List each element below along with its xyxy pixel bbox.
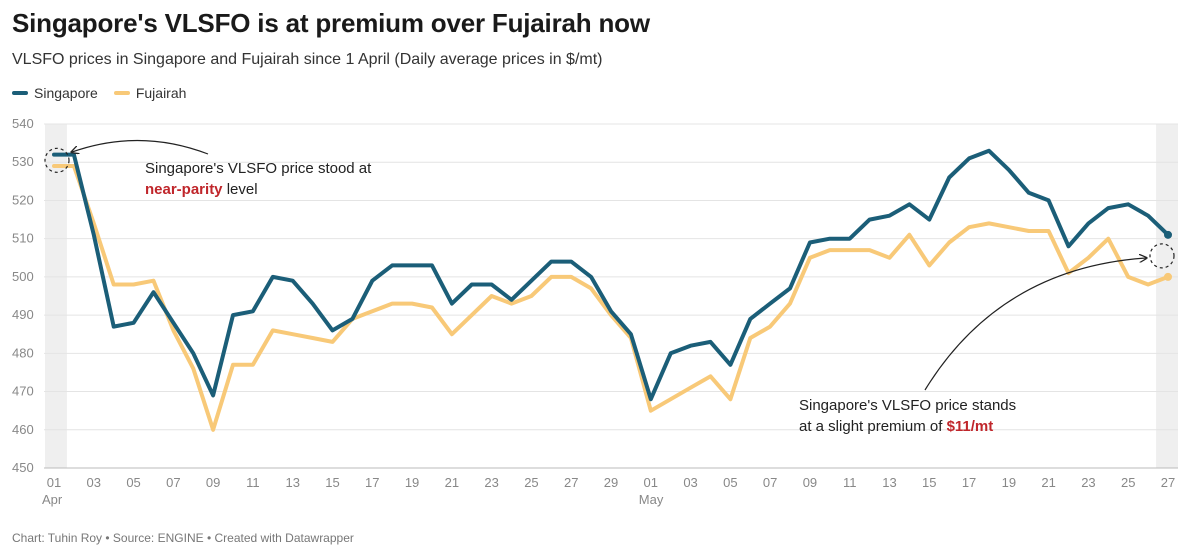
x-tick-label: 13: [882, 475, 896, 490]
x-tick-label: 19: [1002, 475, 1016, 490]
x-tick-label: 05: [723, 475, 737, 490]
x-tick-label: 15: [922, 475, 936, 490]
annotation-circle-start: [44, 147, 70, 173]
annotation-text: at a slight premium of $11/mt: [799, 418, 993, 435]
x-tick-label: 09: [803, 475, 817, 490]
y-tick-label: 490: [12, 307, 34, 322]
y-tick-label: 470: [12, 384, 34, 399]
annotation-circle-end: [1149, 243, 1175, 269]
x-month-label: May: [639, 492, 664, 507]
y-tick-label: 520: [12, 192, 34, 207]
y-tick-label: 540: [12, 116, 34, 131]
highlight-band-start: [45, 124, 67, 468]
y-tick-label: 450: [12, 460, 34, 475]
legend: Singapore Fujairah: [12, 85, 186, 101]
annotation-arrow-start: [72, 139, 209, 155]
x-tick-label: 11: [246, 475, 260, 490]
series-line-fujairah: [52, 164, 1170, 432]
x-tick-label: 27: [1161, 475, 1175, 490]
x-tick-label: 17: [365, 475, 379, 490]
x-tick-label: 29: [604, 475, 618, 490]
x-tick-label: 01: [644, 475, 658, 490]
x-tick-label: 21: [445, 475, 459, 490]
x-tick-label: 23: [1081, 475, 1095, 490]
legend-item-fujairah: Fujairah: [113, 85, 187, 101]
end-marker-fujairah: [1164, 272, 1172, 281]
x-tick-label: 09: [206, 475, 220, 490]
chart-title: Singapore's VLSFO is at premium over Fuj…: [12, 8, 650, 38]
x-tick-label: 25: [1121, 475, 1135, 490]
x-tick-label: 27: [564, 475, 578, 490]
annotation-text: Singapore's VLSFO price stands: [799, 397, 1016, 414]
end-marker-singapore: [1164, 230, 1172, 239]
legend-swatch-fujairah: [113, 91, 130, 95]
x-tick-label: 01: [47, 475, 61, 490]
x-tick-label: 05: [126, 475, 140, 490]
series-line-singapore: [52, 148, 1170, 402]
y-tick-label: 460: [12, 422, 34, 437]
x-tick-label: 03: [683, 475, 697, 490]
y-tick-label: 530: [12, 154, 34, 169]
legend-label-singapore: Singapore: [34, 85, 98, 101]
x-tick-label: 19: [405, 475, 419, 490]
y-tick-label: 500: [12, 269, 34, 284]
x-month-label: Apr: [42, 492, 63, 507]
legend-swatch-singapore: [12, 91, 28, 95]
annotation-text: Singapore's VLSFO price stood at: [145, 160, 372, 177]
x-tick-label: 13: [285, 475, 299, 490]
y-tick-label: 510: [12, 231, 34, 246]
x-tick-label: 07: [763, 475, 777, 490]
x-tick-label: 07: [166, 475, 180, 490]
x-tick-label: 15: [325, 475, 339, 490]
chart-subtitle: VLSFO prices in Singapore and Fujairah s…: [12, 51, 603, 68]
x-tick-label: 11: [843, 475, 857, 490]
legend-item-singapore: Singapore: [12, 85, 98, 101]
chart-footer: Chart: Tuhin Roy • Source: ENGINE • Crea…: [12, 531, 354, 545]
y-tick-label: 480: [12, 345, 34, 360]
legend-label-fujairah: Fujairah: [135, 85, 187, 101]
x-tick-label: 17: [962, 475, 976, 490]
x-tick-label: 03: [87, 475, 101, 490]
annotation-text: near-parity level: [145, 181, 258, 198]
x-tick-label: 21: [1041, 475, 1055, 490]
x-tick-label: 23: [484, 475, 498, 490]
x-tick-label: 25: [524, 475, 538, 490]
annotation-arrow-end: [924, 258, 1146, 391]
highlight-band-end: [1156, 124, 1178, 468]
